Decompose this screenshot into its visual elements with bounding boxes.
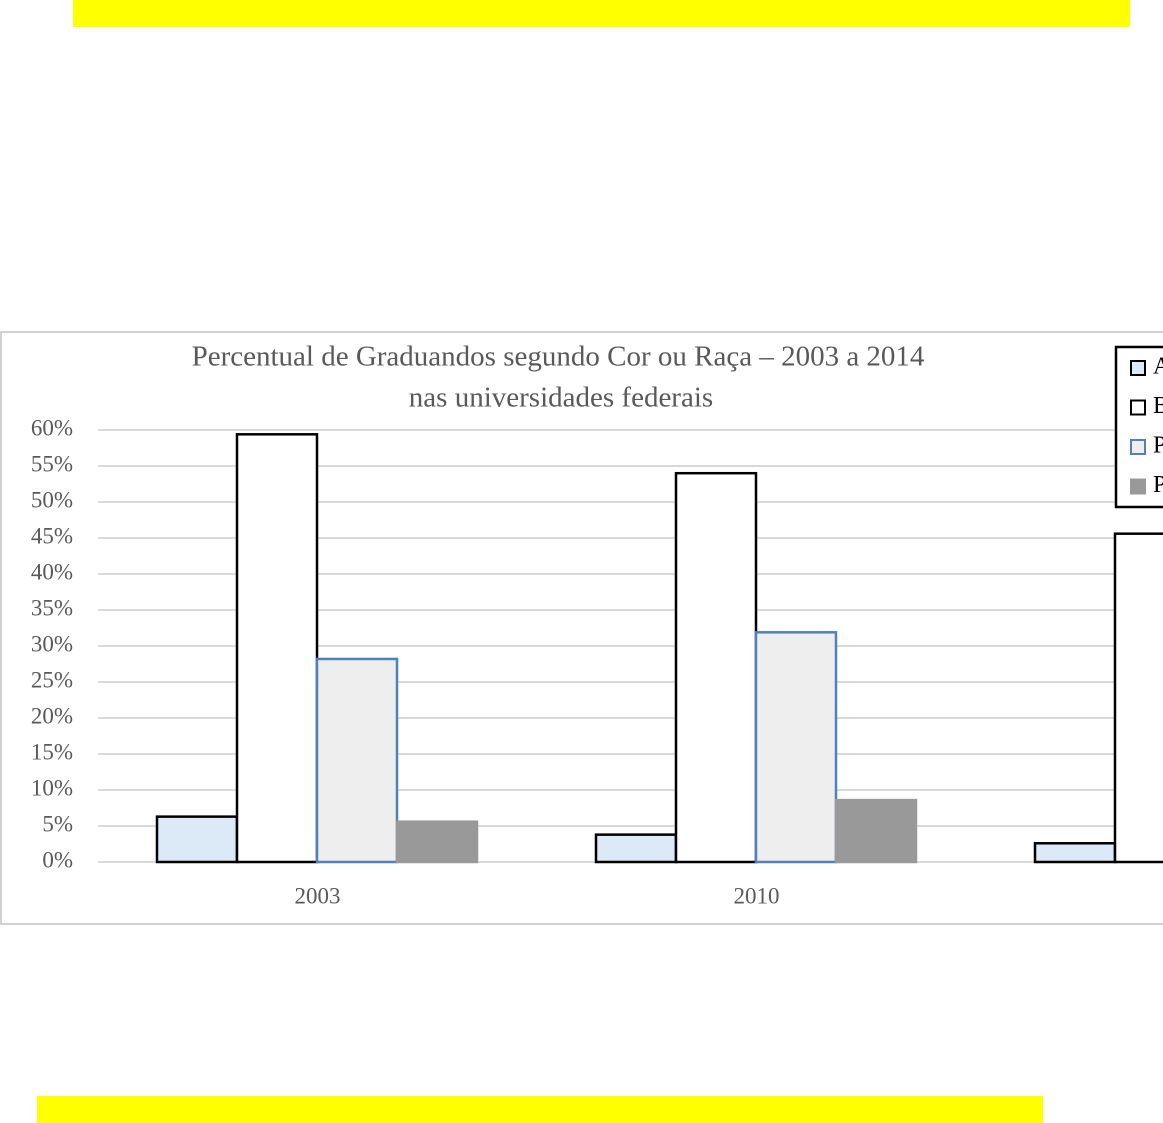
legend-label: Preta <box>1153 472 1163 498</box>
y-tick-label: 40% <box>31 559 73 584</box>
highlight-bar <box>37 1096 1043 1123</box>
chart-title: nas universidades federais <box>409 382 713 414</box>
y-tick-label: 45% <box>31 523 73 548</box>
bar <box>1033 842 1117 864</box>
x-tick-label: 2003 <box>295 883 341 908</box>
legend-swatch <box>1130 399 1146 416</box>
legend-label: Parda <box>1153 433 1163 459</box>
bar <box>754 631 838 864</box>
bar <box>395 820 479 864</box>
y-tick-label: 5% <box>42 811 73 836</box>
bar <box>1113 532 1163 864</box>
legend-label: Amarela <box>1153 354 1163 380</box>
legend-swatch <box>1130 478 1146 495</box>
legend-swatch <box>1130 439 1146 455</box>
y-tick-label: 30% <box>31 631 73 656</box>
legend-swatch <box>1130 360 1146 376</box>
y-tick-label: 0% <box>42 847 73 872</box>
y-tick-label: 15% <box>31 739 73 764</box>
legend-label: Branca <box>1153 393 1163 419</box>
bar <box>315 657 399 864</box>
bar <box>834 798 918 864</box>
y-tick-label: 55% <box>31 451 73 476</box>
bar <box>674 471 758 864</box>
y-tick-label: 35% <box>31 595 73 620</box>
y-tick-label: 60% <box>31 415 73 440</box>
y-tick-label: 10% <box>31 775 73 800</box>
chart-title: Percentual de Graduandos segundo Cor ou … <box>192 341 925 373</box>
y-tick-label: 20% <box>31 703 73 728</box>
bar <box>235 433 319 864</box>
highlight-bar <box>73 0 1130 27</box>
bar <box>155 815 239 864</box>
bar <box>594 833 678 864</box>
y-tick-label: 25% <box>31 667 73 692</box>
x-tick-label: 2010 <box>734 883 780 908</box>
y-tick-label: 50% <box>31 487 73 512</box>
